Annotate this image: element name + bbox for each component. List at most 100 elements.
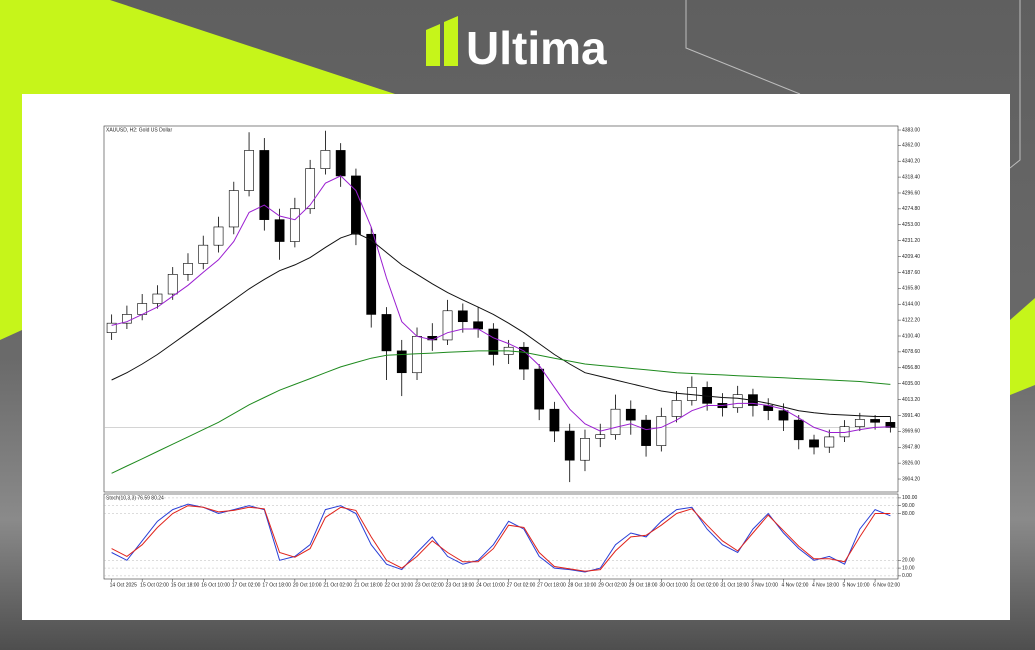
candle-body	[152, 293, 163, 304]
accent-left	[0, 0, 395, 340]
x-tick-label: 21 Oct 02:00	[323, 582, 352, 588]
plot-frame	[103, 493, 899, 580]
candle-body	[412, 335, 422, 374]
candle-body	[183, 263, 193, 275]
y-tick-label: 4362.00	[902, 143, 920, 149]
candle-body	[198, 244, 209, 264]
candle-body	[106, 322, 117, 333]
y-tick-label: 80.00	[902, 511, 915, 517]
x-tick-label: 23 Oct 02:00	[415, 582, 444, 588]
x-tick-label: 29 Oct 18:00	[629, 582, 658, 588]
x-tick-label: 28 Oct 10:00	[568, 582, 597, 588]
indicator-line	[111, 350, 891, 474]
y-tick-label: 90.00	[902, 503, 915, 509]
y-tick-label: 4035.00	[902, 381, 920, 387]
y-tick-label: 0.00	[902, 573, 912, 579]
chart-title: XAUUSD, H2: Gold US Dollar	[106, 127, 172, 133]
y-tick-label: 4100.40	[902, 333, 920, 339]
candle-body	[854, 419, 865, 427]
candle-body	[656, 416, 667, 446]
y-tick-label: 4013.20	[902, 397, 920, 403]
plot-frame	[103, 125, 899, 493]
x-tick-label: 17 Oct 18:00	[262, 582, 291, 588]
decor-line	[685, 0, 801, 95]
candle-body	[366, 233, 377, 315]
y-tick-label: 4187.60	[902, 270, 920, 276]
logo-icon	[444, 16, 458, 66]
candle-body	[595, 434, 606, 439]
candle-body	[122, 314, 132, 324]
candle-body	[274, 219, 285, 242]
candle-body	[778, 410, 789, 421]
candle-body	[580, 438, 590, 461]
x-tick-label: 15 Oct 02:00	[140, 582, 169, 588]
candle-body	[534, 368, 545, 410]
indicator-line	[111, 175, 891, 433]
y-tick-label: 3904.20	[902, 476, 920, 482]
y-tick-label: 4209.40	[902, 254, 920, 260]
y-tick-label: 4318.40	[902, 174, 920, 180]
candle-body	[519, 346, 529, 370]
candle-body	[228, 190, 239, 228]
candle-body	[610, 408, 621, 436]
x-tick-label: 4 Nov 18:00	[812, 582, 839, 588]
candle-body	[244, 150, 254, 191]
x-tick-label: 5 Nov 10:00	[843, 582, 870, 588]
candle-body	[335, 150, 346, 177]
decor-line	[1009, 0, 1021, 169]
y-tick-label: 3991.40	[902, 413, 920, 419]
brand-name: Ultima	[466, 22, 607, 74]
y-tick-label: 4383.00	[902, 127, 920, 133]
candle-body	[167, 274, 178, 295]
candle-body	[625, 408, 636, 421]
y-tick-label: 4296.60	[902, 190, 920, 196]
candle-body	[732, 394, 743, 409]
y-tick-label: 4274.80	[902, 206, 920, 212]
x-tick-label: 31 Oct 18:00	[720, 582, 749, 588]
x-tick-label: 14 Oct 2025	[110, 582, 137, 588]
x-tick-label: 4 Nov 02:00	[781, 582, 808, 588]
y-tick-label: 4144.00	[902, 302, 920, 308]
candle-body	[549, 408, 560, 432]
candle-body	[259, 150, 270, 220]
chart: XAUUSD, H2: Gold US Dollar 4383.00 4362.00…	[103, 125, 920, 588]
x-tick-label: 3 Nov 10:00	[751, 582, 778, 588]
candle-body	[396, 350, 407, 374]
candle-body	[351, 175, 361, 235]
x-tick-label: 20 Oct 10:00	[293, 582, 322, 588]
x-tick-label: 27 Oct 02:00	[507, 582, 536, 588]
y-tick-label: 4231.20	[902, 238, 920, 244]
y-tick-label: 10.00	[902, 565, 915, 571]
chart-title: Stoch(10,3,3) 76.59 80.24	[106, 495, 164, 501]
card	[22, 94, 1010, 620]
candle-body	[289, 208, 300, 242]
x-tick-label: 23 Oct 18:00	[446, 582, 475, 588]
candle-body	[473, 321, 483, 330]
y-tick-label: 3969.60	[902, 429, 920, 435]
candle-body	[885, 422, 896, 428]
y-tick-label: 4056.80	[902, 365, 920, 371]
candle-body	[809, 439, 819, 448]
candle-body	[305, 168, 316, 210]
candle-body	[320, 150, 331, 169]
candle-body	[870, 419, 880, 423]
candle-body	[671, 400, 682, 417]
indicator-line	[111, 232, 891, 417]
y-tick-label: 3926.00	[902, 460, 920, 466]
candle-body	[793, 419, 804, 441]
y-tick-label: 4340.20	[902, 159, 920, 165]
x-tick-label: 15 Oct 18:00	[171, 582, 200, 588]
y-tick-label: 4253.00	[902, 222, 920, 228]
y-tick-label: 20.00	[902, 558, 915, 564]
x-tick-label: 31 Oct 02:00	[690, 582, 719, 588]
candle-body	[824, 436, 835, 448]
x-tick-label: 22 Oct 10:00	[384, 582, 413, 588]
indicator-line	[111, 503, 891, 573]
candle-body	[457, 310, 468, 323]
candle-body	[213, 226, 224, 246]
x-tick-label: 24 Oct 10:00	[476, 582, 505, 588]
x-tick-label: 17 Oct 02:00	[232, 582, 261, 588]
y-tick-label: 4165.80	[902, 286, 920, 292]
